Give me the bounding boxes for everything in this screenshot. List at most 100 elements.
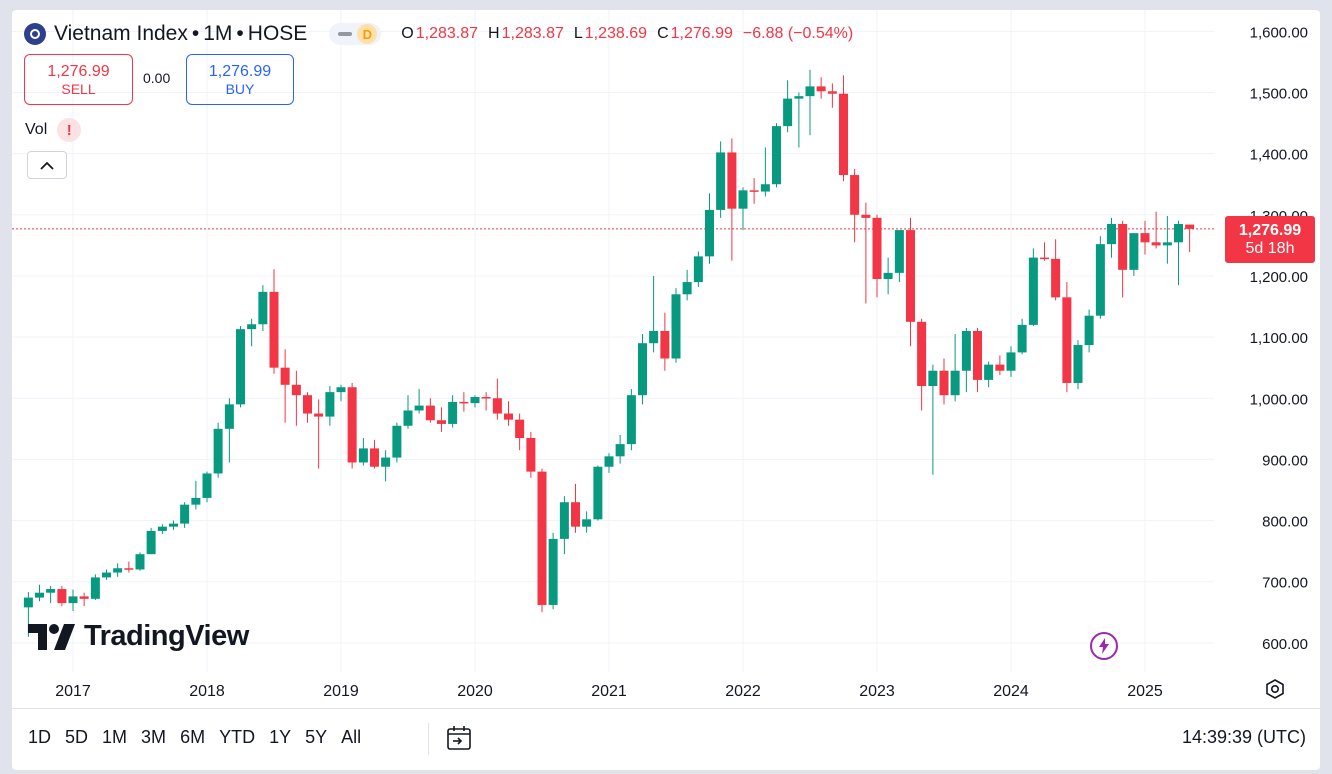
- candle-body: [437, 420, 446, 424]
- candle-body: [169, 523, 178, 527]
- range-5y-button[interactable]: 5Y: [305, 727, 328, 747]
- candle-body: [79, 596, 89, 599]
- sell-button[interactable]: 1,276.99 SELL: [24, 54, 133, 105]
- utc-clock[interactable]: 14:39:39 (UTC): [1181, 727, 1306, 747]
- candle-up: [649, 275, 659, 353]
- candle-up: [236, 326, 245, 408]
- goto-date-icon[interactable]: [444, 723, 476, 755]
- symbol-name[interactable]: Vietnam Index: [54, 22, 188, 45]
- range-ytd-button[interactable]: YTD: [219, 727, 256, 747]
- buy-button[interactable]: 1,276.99 BUY: [186, 54, 294, 105]
- candle-body: [1040, 257, 1049, 260]
- candle-down: [459, 392, 469, 412]
- range-6m-button[interactable]: 6M: [180, 727, 206, 747]
- symbol-title[interactable]: Vietnam Index • 1M • HOSE: [54, 22, 307, 46]
- candle-up: [928, 364, 938, 475]
- candle-body: [660, 330, 670, 359]
- candle-body: [1129, 233, 1139, 270]
- candle-body: [928, 370, 938, 387]
- candle-body: [46, 589, 56, 593]
- ohlc-legend: O 1,283.87 H 1,283.87 L 1,238.69 C 1,276.99 …: [401, 25, 853, 43]
- y-tick-label: 1,000.00: [1250, 391, 1308, 408]
- candle-up: [102, 569, 111, 580]
- candle-body: [872, 217, 882, 280]
- candle-body: [582, 519, 592, 527]
- candle-down: [827, 83, 837, 108]
- candle-body: [157, 526, 167, 531]
- range-1m-button[interactable]: 1M: [102, 727, 128, 747]
- tradingview-logo[interactable]: TradingView: [28, 620, 249, 653]
- candle-up: [1006, 346, 1016, 377]
- candle-up: [180, 502, 190, 528]
- candle-up: [693, 251, 703, 287]
- logo-icon: [24, 23, 46, 45]
- candle-down: [850, 168, 860, 243]
- candle-up: [1174, 220, 1183, 286]
- candle-body: [303, 395, 312, 414]
- interval-label[interactable]: 1M: [203, 22, 233, 45]
- candle-down: [347, 382, 357, 469]
- range-1y-button[interactable]: 1Y: [269, 727, 292, 747]
- y-tick-label: 800.00: [1262, 514, 1308, 531]
- settings-icon[interactable]: [1264, 678, 1286, 700]
- candle-body: [917, 321, 927, 387]
- x-tick-label: 2018: [189, 683, 225, 700]
- candle-body: [939, 370, 949, 396]
- candle-body: [816, 86, 826, 92]
- candle-down: [504, 401, 513, 426]
- candle-up: [336, 384, 346, 402]
- candle-body: [705, 209, 714, 257]
- title-separator: •: [191, 22, 200, 45]
- range-1d-button[interactable]: 1D: [28, 727, 52, 747]
- candle-body: [1174, 223, 1183, 243]
- candle-body: [504, 413, 513, 420]
- candle-body: [1107, 223, 1116, 245]
- status-badge[interactable]: D: [357, 24, 378, 44]
- candle-body: [1073, 345, 1083, 383]
- collapse-legend-button[interactable]: [27, 151, 67, 179]
- bolt-icon[interactable]: [1090, 632, 1118, 660]
- candle-body: [671, 294, 681, 359]
- candle-body: [772, 126, 781, 185]
- candle-body: [1051, 258, 1061, 298]
- candle-down: [872, 214, 882, 298]
- candle-up: [615, 434, 625, 464]
- candle-body: [336, 387, 346, 393]
- exchange-label[interactable]: HOSE: [247, 22, 308, 45]
- volume-legend[interactable]: Vol !: [25, 118, 82, 142]
- warning-icon[interactable]: !: [57, 118, 82, 142]
- candle-down: [1185, 224, 1195, 253]
- candle-down: [861, 202, 871, 304]
- candle-body: [649, 330, 659, 344]
- high-label: H: [488, 25, 500, 42]
- x-tick-label: 2019: [323, 683, 359, 700]
- range-all-button[interactable]: All: [341, 727, 362, 747]
- candle-body: [1095, 244, 1105, 316]
- range-5d-button[interactable]: 5D: [65, 727, 89, 747]
- open-value: 1,283.87: [415, 25, 479, 42]
- candle-body: [102, 572, 111, 578]
- candle-down: [57, 585, 67, 607]
- candle-body: [459, 401, 469, 404]
- candle-body: [571, 502, 580, 527]
- candle-body: [1162, 242, 1172, 246]
- candle-up: [794, 92, 804, 148]
- y-tick-label: 900.00: [1262, 452, 1308, 469]
- candle-body: [481, 397, 491, 399]
- candle-body: [526, 437, 536, 472]
- candle-down: [303, 392, 312, 423]
- candle-body: [57, 589, 67, 604]
- x-tick-label: 2024: [993, 683, 1029, 700]
- price-chart[interactable]: 1,600.001,500.001,400.001,300.001,200.00…: [12, 10, 1320, 708]
- y-tick-label: 600.00: [1262, 636, 1308, 653]
- candle-up: [705, 193, 714, 264]
- candle-down: [425, 398, 435, 423]
- candle-body: [883, 272, 893, 280]
- candle-body: [615, 444, 625, 457]
- market-status[interactable]: D: [329, 23, 382, 45]
- candle-up: [68, 589, 78, 612]
- range-3m-button[interactable]: 3M: [141, 727, 167, 747]
- candle-body: [403, 410, 413, 426]
- bar-countdown: 5d 18h: [1245, 239, 1295, 257]
- candle-body: [604, 456, 614, 467]
